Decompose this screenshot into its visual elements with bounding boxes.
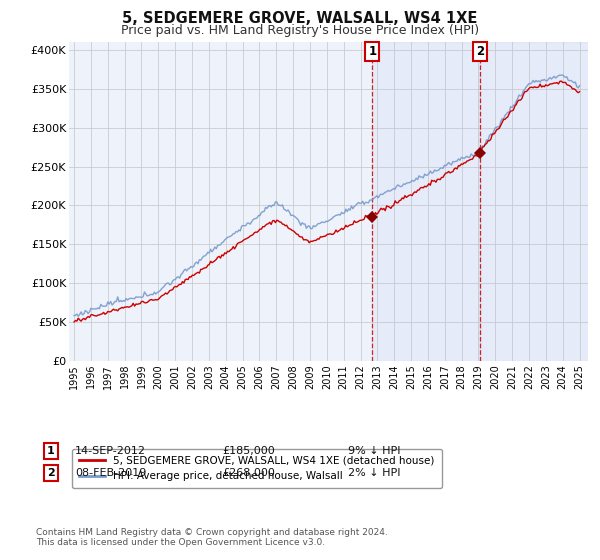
Text: 1: 1: [47, 446, 55, 456]
Text: 2: 2: [47, 468, 55, 478]
Bar: [373, 42, 480, 361]
Text: 08-FEB-2019: 08-FEB-2019: [75, 468, 146, 478]
Text: 5, SEDGEMERE GROVE, WALSALL, WS4 1XE: 5, SEDGEMERE GROVE, WALSALL, WS4 1XE: [122, 11, 478, 26]
Text: 9% ↓ HPI: 9% ↓ HPI: [348, 446, 401, 456]
Bar: [480, 42, 590, 361]
Text: £268,000: £268,000: [222, 468, 275, 478]
Text: 1: 1: [368, 45, 377, 58]
Text: Contains HM Land Registry data © Crown copyright and database right 2024.
This d: Contains HM Land Registry data © Crown c…: [36, 528, 388, 547]
Legend: 5, SEDGEMERE GROVE, WALSALL, WS4 1XE (detached house), HPI: Average price, detac: 5, SEDGEMERE GROVE, WALSALL, WS4 1XE (de…: [71, 449, 442, 488]
Text: 14-SEP-2012: 14-SEP-2012: [75, 446, 146, 456]
Text: 2: 2: [476, 45, 484, 58]
Text: 2% ↓ HPI: 2% ↓ HPI: [348, 468, 401, 478]
Text: Price paid vs. HM Land Registry's House Price Index (HPI): Price paid vs. HM Land Registry's House …: [121, 24, 479, 36]
Text: £185,000: £185,000: [222, 446, 275, 456]
